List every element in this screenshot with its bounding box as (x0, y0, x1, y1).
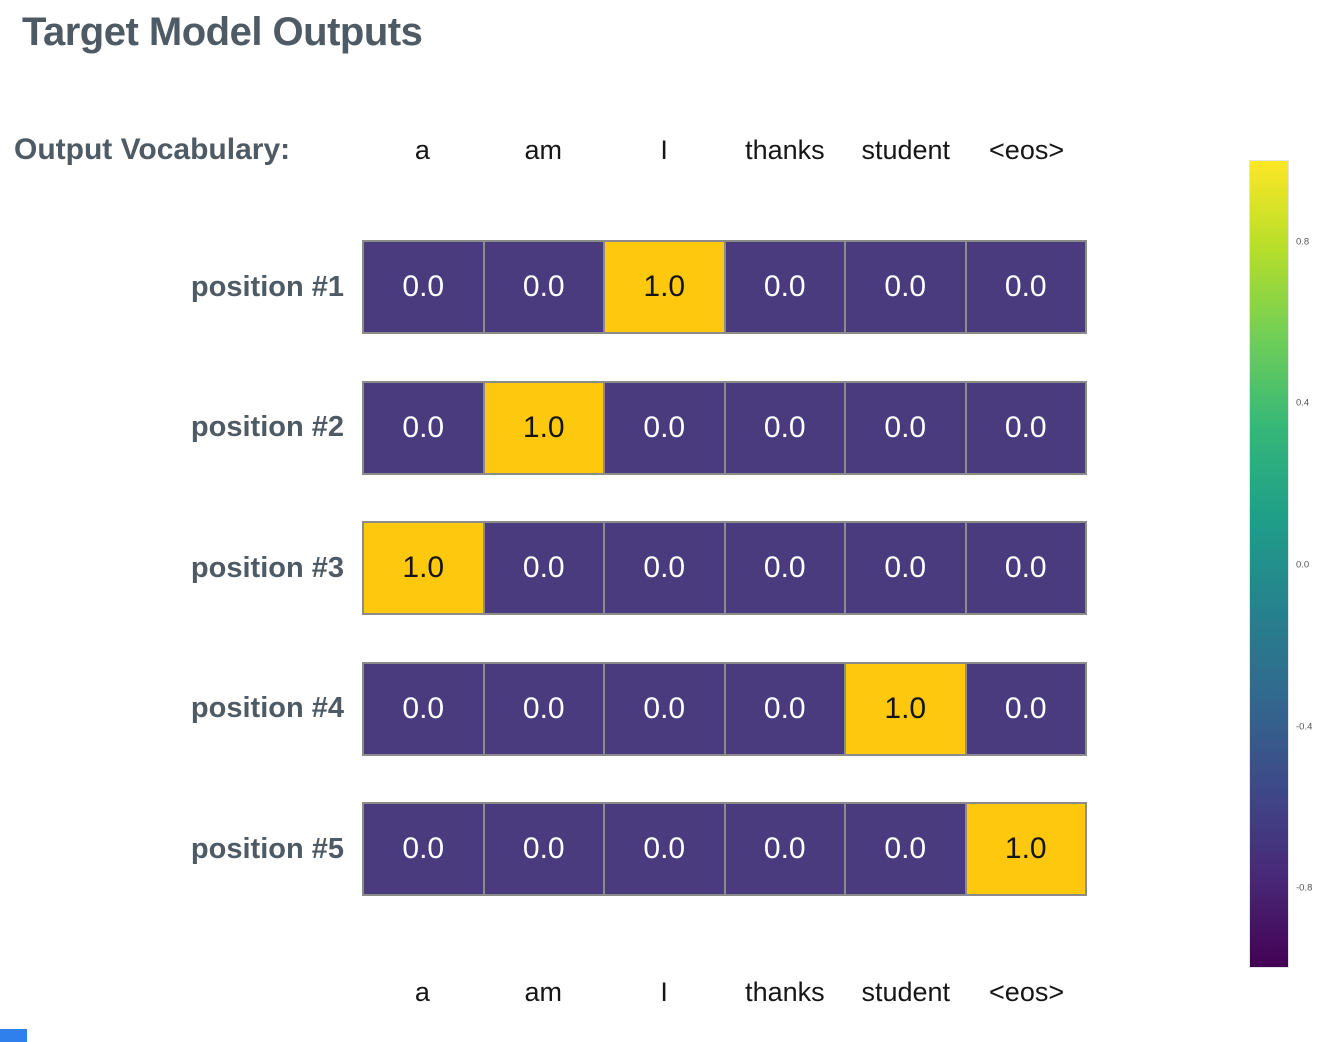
row-label: position #3 (190, 551, 344, 584)
heatmap-cell: 0.0 (724, 522, 845, 614)
colorbar-tick-label: -0.4 (1296, 721, 1313, 733)
vocab-label-bottom: student (861, 976, 951, 1007)
heatmap-cell: 0.0 (604, 522, 725, 614)
vocab-label-bottom: am (524, 976, 562, 1007)
heatmap-cell: 0.0 (363, 241, 484, 333)
row-label: position #5 (190, 832, 344, 865)
vocab-label-top: am (524, 134, 562, 165)
heatmap-cell: 0.0 (965, 241, 1086, 333)
heatmap-cell: 0.0 (724, 662, 845, 755)
heatmap-cell: 0.0 (965, 662, 1086, 755)
heatmap-cell: 0.0 (845, 522, 966, 614)
vocab-label-top: thanks (745, 134, 825, 165)
colorbar-tick-label: 0.4 (1296, 397, 1310, 409)
heatmap-cell: 0.0 (604, 662, 725, 755)
heatmap-cell: 1.0 (483, 381, 604, 474)
heatmap-row: position #5 0.0 0.0 0.0 0.0 0.0 1.0 (0, 802, 1087, 896)
heatmap-row: position #3 1.0 0.0 0.0 0.0 0.0 0.0 (0, 521, 1087, 615)
colorbar-tick-label: 0.0 (1296, 559, 1310, 571)
heatmap-cell: 0.0 (363, 803, 484, 895)
heatmap-row-grid: 0.0 0.0 1.0 0.0 0.0 0.0 (362, 240, 1087, 334)
vocab-label-top: I (660, 134, 668, 165)
heatmap-cell: 0.0 (724, 803, 845, 895)
row-label: position #1 (190, 270, 344, 303)
heatmap-cell: 0.0 (363, 381, 484, 474)
heatmap-row-grid: 0.0 0.0 0.0 0.0 0.0 1.0 (362, 802, 1087, 896)
heatmap-row: position #4 0.0 0.0 0.0 0.0 1.0 0.0 (0, 661, 1087, 756)
heatmap-row-grid: 0.0 1.0 0.0 0.0 0.0 0.0 (362, 380, 1087, 475)
row-label: position #4 (190, 692, 344, 724)
colorbar-tick-label: -0.8 (1296, 882, 1313, 894)
colorbar-gradient (1250, 161, 1288, 967)
heatmap-cell: 0.0 (363, 662, 484, 755)
heatmap-row-grid: 1.0 0.0 0.0 0.0 0.0 0.0 (362, 521, 1087, 615)
heatmap-cell: 0.0 (845, 803, 966, 895)
vocab-label-top: a (414, 134, 430, 165)
vocab-label-top: <eos> (989, 134, 1065, 165)
bottom-left-blue-mark (0, 1029, 27, 1042)
vocab-label-bottom: a (414, 976, 430, 1007)
heatmap: position #1 0.0 0.0 1.0 0.0 0.0 0.0 position #2… (0, 240, 1087, 896)
heatmap-cell: 0.0 (965, 381, 1086, 474)
heatmap-cell: 0.0 (724, 381, 845, 474)
heatmap-cell: 0.0 (965, 522, 1086, 614)
page-title: Target Model Outputs (22, 10, 423, 54)
vocab-label-bottom: I (660, 976, 668, 1007)
heatmap-cell: 0.0 (604, 803, 725, 895)
heatmap-row: position #2 0.0 1.0 0.0 0.0 0.0 0.0 (0, 380, 1087, 475)
heatmap-cell: 0.0 (483, 241, 604, 333)
heatmap-cell: 1.0 (965, 803, 1086, 895)
vocab-label-bottom: <eos> (989, 976, 1065, 1007)
vocab-label-top: student (861, 134, 951, 165)
colorbar-tick-label: 0.8 (1296, 236, 1310, 248)
heatmap-cell: 1.0 (363, 522, 484, 614)
heatmap-row-grid: 0.0 0.0 0.0 0.0 1.0 0.0 (362, 661, 1087, 756)
heatmap-cell: 0.0 (483, 662, 604, 755)
heatmap-cell: 0.0 (845, 381, 966, 474)
heatmap-row: position #1 0.0 0.0 1.0 0.0 0.0 0.0 (0, 240, 1087, 334)
heatmap-cell: 0.0 (483, 522, 604, 614)
colorbar: 0.8 0.4 0.0 -0.4 -0.8 (1249, 160, 1312, 968)
row-label: position #2 (190, 411, 344, 443)
heatmap-cell: 1.0 (845, 662, 966, 755)
output-vocabulary-label: Output Vocabulary: (14, 133, 291, 166)
heatmap-cell: 0.0 (483, 803, 604, 895)
heatmap-cell: 0.0 (845, 241, 966, 333)
heatmap-cell: 0.0 (604, 381, 725, 474)
vocab-label-bottom: thanks (745, 976, 825, 1007)
heatmap-cell: 1.0 (604, 241, 725, 333)
heatmap-cell: 0.0 (724, 241, 845, 333)
